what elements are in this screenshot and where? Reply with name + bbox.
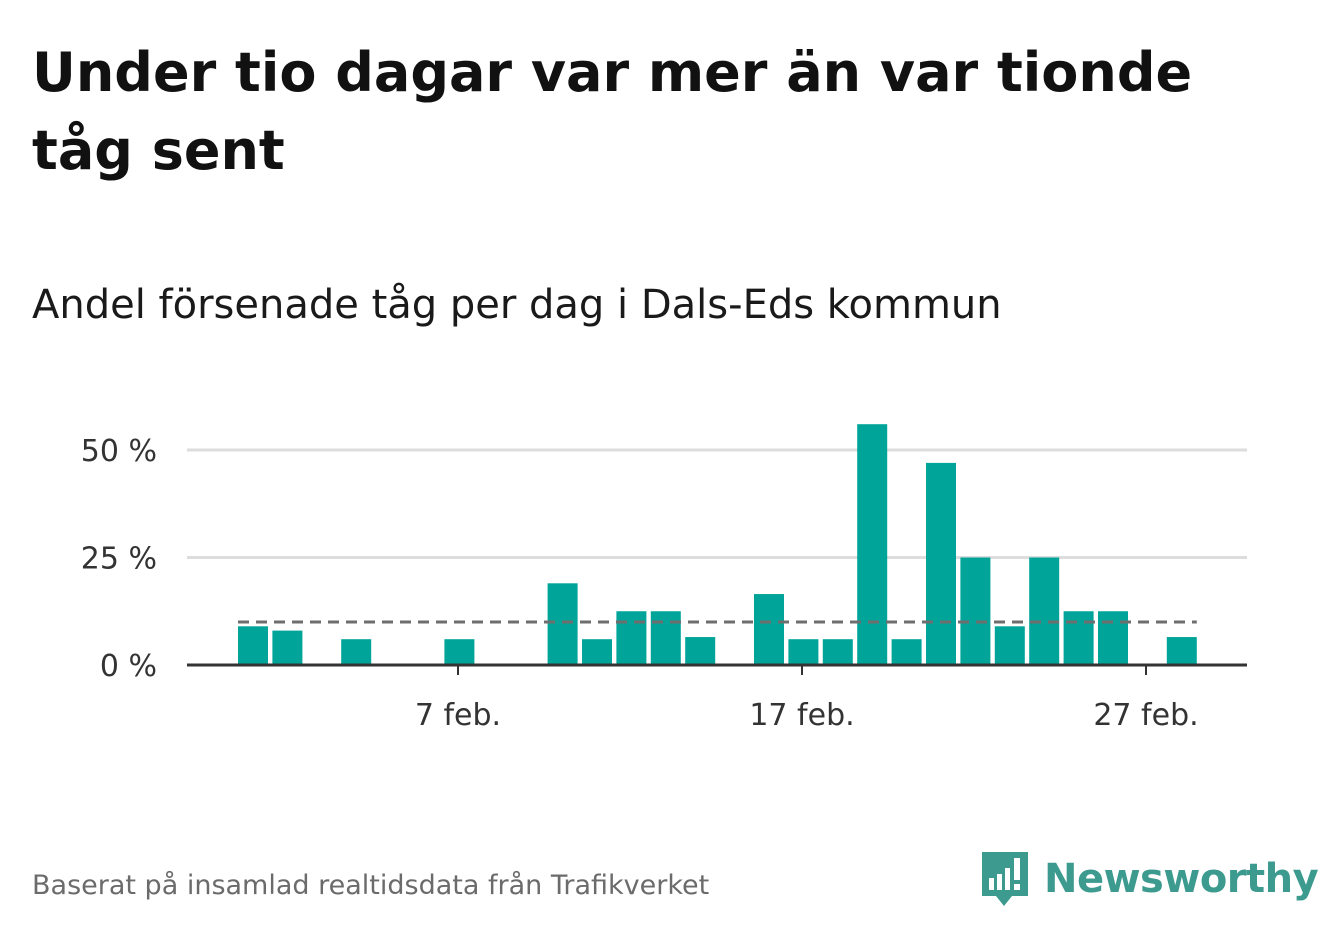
y-tick-label: 25 % bbox=[81, 542, 157, 577]
newsworthy-logo-text: Newsworthy bbox=[1044, 856, 1319, 902]
x-tick-label: 17 feb. bbox=[749, 698, 854, 733]
y-tick-label: 50 % bbox=[81, 434, 157, 469]
bar bbox=[685, 637, 716, 665]
chart-title: Under tio dagar var mer än var tionde tå… bbox=[32, 41, 1193, 182]
newsworthy-logo-icon bbox=[982, 852, 1028, 906]
x-tick-label: 27 feb. bbox=[1093, 698, 1198, 733]
bar bbox=[994, 626, 1025, 665]
newsworthy-logo: Newsworthy bbox=[978, 848, 1319, 910]
bar bbox=[857, 424, 888, 665]
bar bbox=[341, 639, 372, 665]
bar bbox=[616, 611, 647, 665]
bar bbox=[788, 639, 819, 665]
bar bbox=[1029, 557, 1060, 665]
y-tick-label: 0 % bbox=[100, 649, 157, 684]
source-note: Baserat på insamlad realtidsdata från Tr… bbox=[32, 870, 710, 901]
bar bbox=[650, 611, 681, 665]
bar bbox=[547, 583, 578, 665]
x-tick-label: 7 feb. bbox=[415, 698, 501, 733]
bar bbox=[1098, 611, 1128, 665]
bar-chart: 0 % 25 % 50 % 7 feb. 17 feb. 27 feb. bbox=[81, 424, 1247, 733]
bar bbox=[822, 639, 853, 665]
bar bbox=[891, 639, 922, 665]
grid-lines bbox=[187, 448, 1247, 559]
bar bbox=[1063, 611, 1094, 665]
bar bbox=[272, 630, 303, 665]
bar bbox=[444, 639, 475, 665]
y-axis-labels: 0 % 25 % 50 % bbox=[81, 434, 157, 684]
x-axis bbox=[187, 663, 1247, 675]
bars bbox=[238, 424, 1197, 665]
bar bbox=[960, 557, 991, 665]
bar bbox=[754, 594, 784, 665]
bar bbox=[926, 462, 956, 665]
bar bbox=[1166, 637, 1197, 665]
bar bbox=[582, 639, 612, 665]
bar bbox=[238, 626, 268, 665]
x-axis-labels: 7 feb. 17 feb. 27 feb. bbox=[415, 698, 1199, 733]
chart-subtitle: Andel försenade tåg per dag i Dals-Eds k… bbox=[32, 282, 1002, 328]
